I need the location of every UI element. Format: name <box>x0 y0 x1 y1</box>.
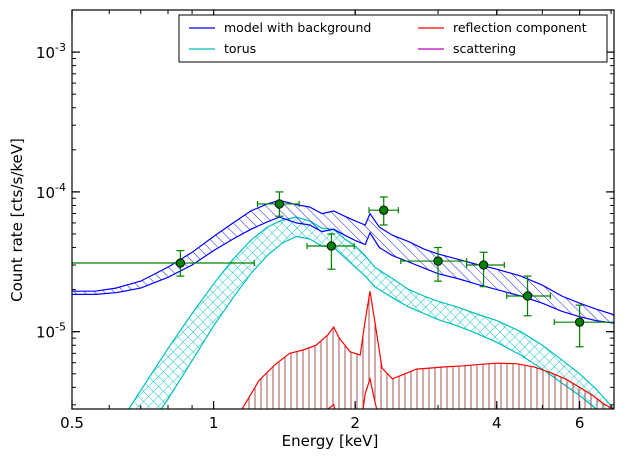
data-marker <box>175 258 186 268</box>
data-marker <box>274 199 285 209</box>
y-tick-label: 10-3 <box>36 41 66 62</box>
legend-label-model: model with background <box>224 20 371 35</box>
y-tick-label: 10-4 <box>36 181 66 202</box>
y-axis-label: Count rate [cts/s/keV] <box>8 138 26 302</box>
plot-frame <box>71 9 615 410</box>
band-lower-model <box>72 216 614 324</box>
data-marker <box>522 291 533 301</box>
x-tick-label: 2 <box>350 414 360 432</box>
data-points-layer <box>72 191 614 348</box>
data-marker <box>433 256 443 266</box>
x-tick-label: 0.5 <box>60 414 84 432</box>
legend-label-scattering: scattering <box>453 41 516 56</box>
data-point-2 <box>256 191 300 217</box>
x-tick-label: 1 <box>209 414 219 432</box>
x-tick-label: 6 <box>575 414 585 432</box>
data-marker <box>326 241 337 251</box>
band-lower-torus <box>160 235 597 409</box>
band-fill-model <box>72 200 614 324</box>
data-marker <box>478 260 489 270</box>
data-point-6 <box>465 251 505 288</box>
y-tick-label: 10-5 <box>36 321 66 342</box>
legend: model with background reflection compone… <box>178 14 608 63</box>
data-point-1 <box>72 250 255 277</box>
band-upper-reflection <box>241 291 614 409</box>
data-point-4 <box>368 196 399 226</box>
data-point-8 <box>553 304 614 348</box>
band-fill-reflection <box>242 291 614 409</box>
band-upper-model <box>72 199 614 316</box>
series-layer <box>72 199 614 409</box>
x-tick-label: 4 <box>492 414 502 432</box>
legend-label-reflection: reflection component <box>453 20 587 35</box>
legend-box <box>178 14 608 63</box>
data-marker <box>574 317 585 327</box>
data-marker <box>379 205 389 215</box>
band-fill-torus <box>128 217 614 409</box>
legend-label-torus: torus <box>224 41 256 56</box>
data-point-3 <box>306 233 355 270</box>
x-axis-label: Energy [keV] <box>282 432 379 450</box>
data-point-7 <box>506 275 551 317</box>
axes-layer: 0.5 1 2 4 6 10-5 10-4 10-3 <box>36 9 615 432</box>
